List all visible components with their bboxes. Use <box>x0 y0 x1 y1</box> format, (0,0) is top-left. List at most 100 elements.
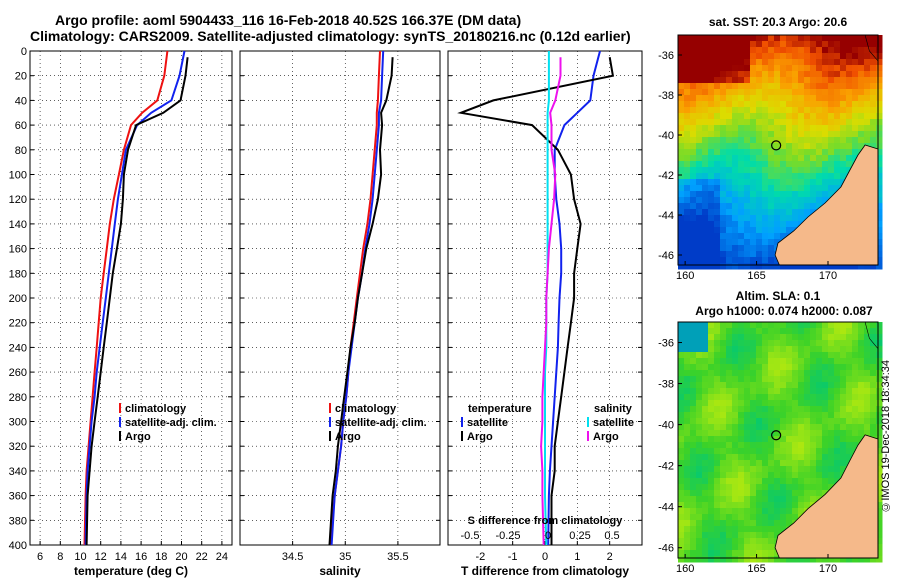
sst_map-cell <box>810 197 817 204</box>
sla_map-cell <box>750 394 757 401</box>
sla_map-cell <box>762 466 769 473</box>
sla_map-cell <box>744 556 751 563</box>
sla_map-cell <box>762 394 769 401</box>
sla_map-cell <box>720 328 727 335</box>
sla_map-cell <box>690 556 697 563</box>
sla_map-cell <box>876 550 883 557</box>
sst_map-cell <box>744 143 751 150</box>
sla_map-cell <box>786 382 793 389</box>
sla_map-cell <box>762 544 769 551</box>
sst_map-cell <box>744 131 751 138</box>
title-line-1: Argo profile: aoml 5904433_116 16-Feb-20… <box>55 12 522 28</box>
sst_map-cell <box>720 263 727 270</box>
sst_map-cell <box>726 263 733 270</box>
sla_map-cell <box>834 352 841 359</box>
sla_map-cell <box>846 556 853 563</box>
sla_map-cell <box>840 328 847 335</box>
sla_map-cell <box>786 376 793 383</box>
sla_map-cell <box>708 340 715 347</box>
sla_map-cell <box>798 490 805 497</box>
sla_map-cell <box>774 358 781 365</box>
sla_map-cell <box>720 472 727 479</box>
sst_map-cell <box>816 107 823 114</box>
sla_map-cell <box>858 436 865 443</box>
sst_map-cell <box>774 191 781 198</box>
sst_map-cell <box>708 53 715 60</box>
depth-tick-label: 240 <box>9 342 27 354</box>
sst_map-cell <box>774 161 781 168</box>
sla_map-cell <box>864 340 871 347</box>
sst_map-cell <box>816 203 823 210</box>
sst_map-cell <box>786 143 793 150</box>
sla_map-cell <box>870 382 877 389</box>
sla_map-cell <box>696 358 703 365</box>
sst_map-cell <box>768 155 775 162</box>
sla_map-cell <box>870 352 877 359</box>
sst_map-cell <box>864 41 871 48</box>
sla_map-cell <box>762 532 769 539</box>
sst_map-cell <box>744 113 751 120</box>
sla_map-cell <box>774 334 781 341</box>
sla_map-cell <box>768 460 775 467</box>
sla_map-cell <box>822 388 829 395</box>
sla_map-cell <box>846 328 853 335</box>
sla_map-cell <box>798 484 805 491</box>
sst_map-cell <box>714 185 721 192</box>
sst_map-cell <box>702 263 709 270</box>
sla_map-cell <box>864 376 871 383</box>
sla_map-cell <box>690 412 697 419</box>
diff-salinity-legend-label: Argo <box>593 431 619 443</box>
sst_map-cell <box>792 167 799 174</box>
sst_map-cell <box>768 251 775 258</box>
sst_map-cell <box>852 149 859 156</box>
sla_map-cell <box>756 466 763 473</box>
sla_map-cell <box>690 352 697 359</box>
sst_map-cell <box>732 263 739 270</box>
sla_map-cell <box>864 322 871 329</box>
sla_map-cell <box>762 550 769 557</box>
sst_map-cell <box>816 263 823 270</box>
sst_map-cell <box>792 65 799 72</box>
sla_map-cell <box>708 472 715 479</box>
sst_map-cell <box>768 59 775 66</box>
sst_map-cell <box>732 185 739 192</box>
sst_map-cell <box>756 215 763 222</box>
sla_map-cell <box>786 442 793 449</box>
sla_map-cell <box>822 442 829 449</box>
sla_map-cell <box>840 424 847 431</box>
sla_map-cell <box>738 364 745 371</box>
sla_map-cell <box>792 514 799 521</box>
sla_map-cell <box>738 544 745 551</box>
sla_map-cell <box>786 412 793 419</box>
sla_map-cell <box>756 424 763 431</box>
sla_map-cell <box>714 430 721 437</box>
sla_map-cell <box>720 418 727 425</box>
sst_map-cell <box>732 197 739 204</box>
sst_map-cell <box>852 143 859 150</box>
sst_map-cell <box>870 47 877 54</box>
sst_map-cell <box>762 149 769 156</box>
sla_map-cell <box>684 394 691 401</box>
sst_map-cell <box>762 59 769 66</box>
sla_map-cell <box>876 388 883 395</box>
sla_map-cell <box>696 472 703 479</box>
sla_map-cell <box>750 442 757 449</box>
sst_map-cell <box>762 113 769 120</box>
sst_map-cell <box>786 95 793 102</box>
sla_map-cell <box>684 352 691 359</box>
sst_map-cell <box>678 191 685 198</box>
sla_map-cell <box>846 412 853 419</box>
sst_map-cell <box>792 119 799 126</box>
sla_map-cell <box>780 478 787 485</box>
sla_map-cell <box>798 322 805 329</box>
sst_map-cell <box>696 221 703 228</box>
sla_map-cell <box>780 490 787 497</box>
sst_map-cell <box>876 65 883 72</box>
sla_map-cell <box>798 394 805 401</box>
sla_map-cell <box>876 520 883 527</box>
sst_map-cell <box>732 149 739 156</box>
diff-top-tick-label: -0.5 <box>461 530 480 542</box>
sst_map-cell <box>822 149 829 156</box>
temperature-frame <box>29 50 233 546</box>
sst_map-cell <box>756 185 763 192</box>
